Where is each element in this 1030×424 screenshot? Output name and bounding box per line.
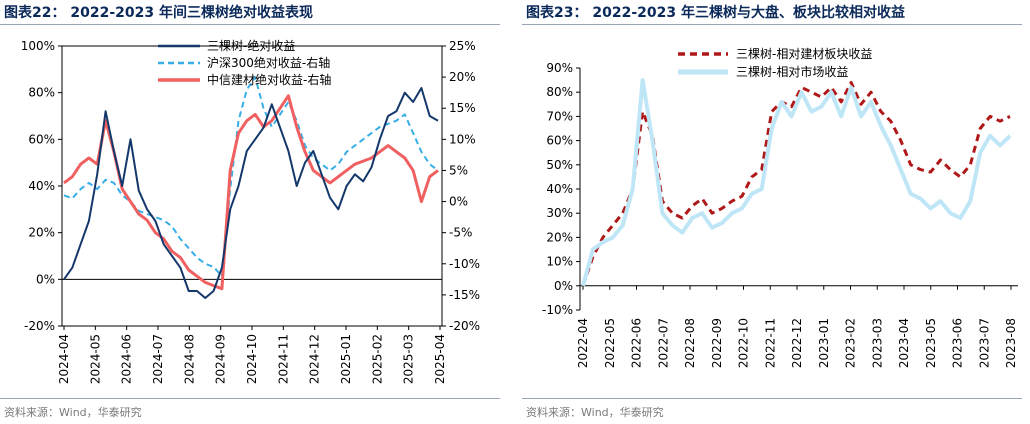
series-line-1 — [581, 78, 1012, 287]
y-tick-label: -10% — [542, 303, 573, 317]
y-right-tick-label: 5% — [449, 163, 468, 177]
x-tick-label: 2025-04 — [433, 334, 447, 384]
x-tick-label: 2022-10 — [737, 318, 751, 368]
x-tick-label: 2024-06 — [120, 334, 134, 384]
x-tick-label: 2024-08 — [182, 334, 196, 384]
chart-title-22: 图表22： 2022-2023 年间三棵树绝对收益表现 — [4, 2, 313, 22]
y-left-tick-label: 60% — [28, 132, 55, 146]
chart-title-text-23: 2022-2023 年三棵树与大盘、板块比较相对收益 — [592, 5, 905, 21]
x-tick-label: 2024-05 — [88, 334, 102, 384]
legend-label-0: 三棵树-绝对收益 — [207, 38, 295, 53]
chart-title-23: 图表23： 2022-2023 年三棵树与大盘、板块比较相对收益 — [526, 2, 905, 22]
legend-label-1: 沪深300绝对收益-右轴 — [207, 55, 330, 70]
chart-number-22: 图表22： — [4, 5, 66, 21]
source-divider-22 — [0, 398, 500, 399]
x-tick-label: 2024-10 — [245, 334, 259, 384]
x-tick-label: 2024-12 — [308, 334, 322, 384]
x-tick-label: 2023-04 — [897, 318, 911, 368]
x-tick-label: 2022-08 — [683, 318, 697, 368]
y-left-tick-label: -20% — [24, 319, 55, 333]
y-right-tick-label: 25% — [449, 39, 476, 53]
y-tick-label: 10% — [546, 255, 573, 269]
chart-22: -20% 0% 20% 40% 60% 80% 100% -20% -15% -10% -5% 0% 5… — [21, 38, 480, 384]
y-right-tick-label: -5% — [449, 226, 472, 240]
chart-23: -10% 0% 10% 20% 30% 40% 50% 60% 70% 80% 90% 2022-04… — [542, 46, 1018, 368]
source-divider-23 — [522, 398, 1022, 399]
y-left-tick-label: 80% — [28, 86, 55, 100]
x-tick-label: 2023-05 — [924, 318, 938, 368]
x-tick-label: 2022-04 — [576, 318, 590, 368]
series-line-0 — [63, 87, 439, 299]
y-tick-label: 70% — [546, 109, 573, 123]
y-tick-label: 0% — [554, 279, 573, 293]
chart-title-text-22: 2022-2023 年间三棵树绝对收益表现 — [70, 5, 313, 21]
plot-frame — [61, 45, 443, 327]
y-right-tick-label: 15% — [449, 101, 476, 115]
y-left-tick-label: 0% — [36, 272, 55, 286]
x-tick-label: 2023-07 — [977, 318, 991, 368]
y-tick-label: 20% — [546, 230, 573, 244]
x-tick-label: 2022-05 — [603, 318, 617, 368]
x-tick-label: 2025-01 — [339, 334, 353, 384]
chart-panel-22: 图表22： 2022-2023 年间三棵树绝对收益表现 -20% 0% 20% 40%… — [0, 0, 508, 424]
x-tick-label: 2023-06 — [951, 318, 965, 368]
chart-number-23: 图表23： — [526, 5, 588, 21]
y-tick-label: 40% — [546, 182, 573, 196]
y-right-tick-label: 20% — [449, 70, 476, 84]
x-tick-label: 2024-11 — [276, 334, 290, 384]
source-note-22: 资料来源：Wind，华泰研究 — [4, 406, 142, 419]
legend-label-1: 三棵树-相对市场收益 — [736, 64, 848, 79]
title-divider-23 — [522, 24, 1022, 25]
y-right-tick-label: -15% — [449, 288, 480, 302]
series-line-1 — [63, 76, 439, 278]
y-tick-label: 90% — [546, 61, 573, 75]
y-right-tick-label: 10% — [449, 132, 476, 146]
y-tick-label: 30% — [546, 206, 573, 220]
x-tick-label: 2023-01 — [817, 318, 831, 368]
y-left-tick-label: 40% — [28, 179, 55, 193]
x-tick-label: 2023-08 — [1004, 318, 1018, 368]
legend-label-2: 中信建材绝对收益-右轴 — [207, 72, 331, 87]
x-tick-label: 2024-07 — [151, 334, 165, 384]
legend-label-0: 三棵树-相对建材板块收益 — [736, 46, 872, 61]
x-tick-label: 2022-09 — [710, 318, 724, 368]
y-tick-label: 50% — [546, 158, 573, 172]
title-divider-22 — [0, 24, 500, 25]
x-tick-label: 2025-02 — [370, 334, 384, 384]
y-tick-label: 80% — [546, 85, 573, 99]
y-left-tick-label: 20% — [28, 226, 55, 240]
x-tick-label: 2025-03 — [402, 334, 416, 384]
x-tick-label: 2023-03 — [870, 318, 884, 368]
chart-panel-23: 图表23： 2022-2023 年三棵树与大盘、板块比较相对收益 -10% 0% 1… — [522, 0, 1030, 424]
y-right-tick-label: 0% — [449, 195, 468, 209]
x-tick-label: 2024-04 — [57, 334, 71, 384]
y-tick-label: 60% — [546, 134, 573, 148]
x-tick-label: 2024-09 — [214, 334, 228, 384]
x-tick-label: 2022-06 — [630, 318, 644, 368]
y-left-tick-label: 100% — [21, 39, 55, 53]
source-note-23: 资料来源：Wind，华泰研究 — [526, 406, 664, 419]
y-right-tick-label: -10% — [449, 257, 480, 271]
y-right-tick-label: -20% — [449, 319, 480, 333]
x-tick-label: 2022-11 — [763, 318, 777, 368]
x-tick-label: 2022-07 — [656, 318, 670, 368]
series-line-0 — [581, 81, 1011, 287]
x-tick-label: 2023-02 — [844, 318, 858, 368]
x-tick-label: 2022-12 — [790, 318, 804, 368]
